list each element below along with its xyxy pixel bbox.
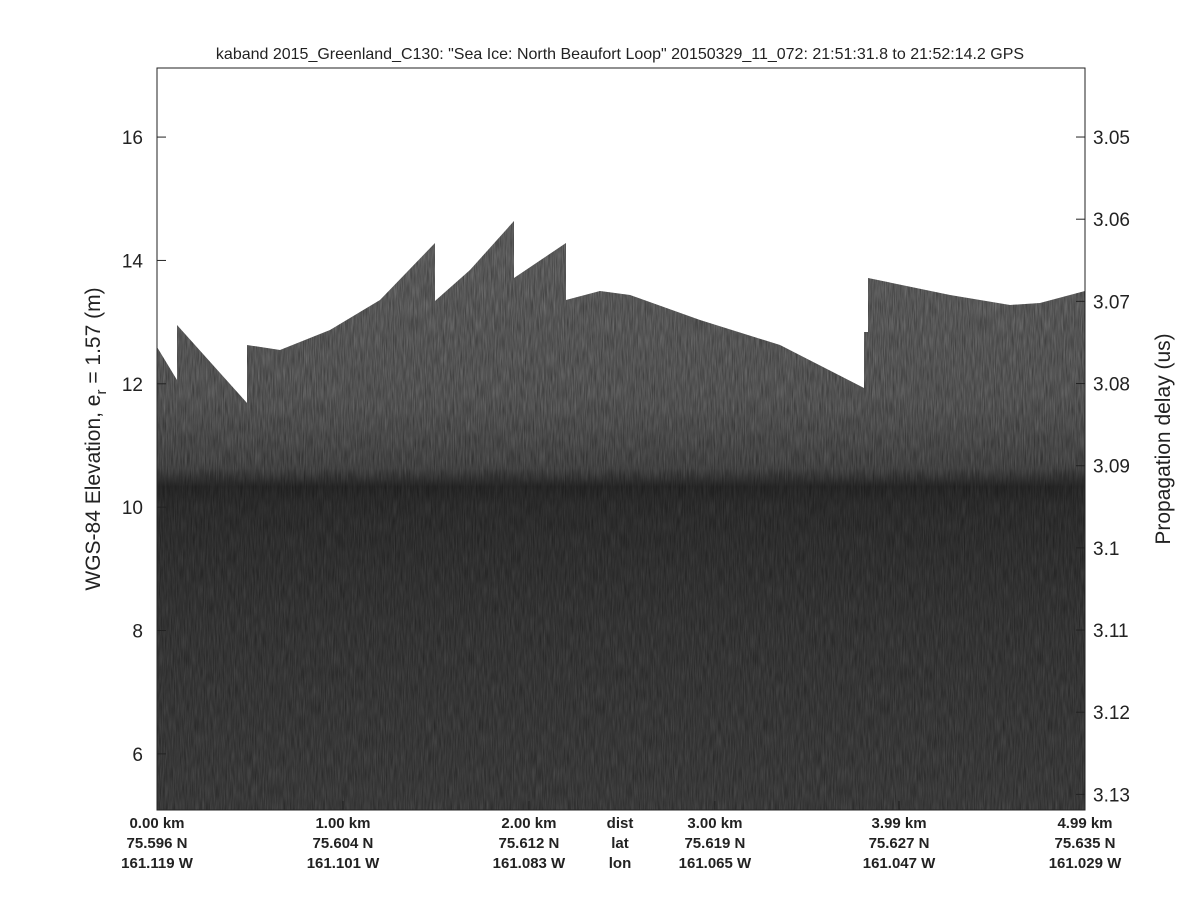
y-label-main: WGS-84 Elevation, e xyxy=(82,395,105,591)
x-tick-lon: 161.047 W xyxy=(863,855,936,872)
x-tick-lat: 75.604 N xyxy=(313,835,374,852)
chart-title: kaband 2015_Greenland_C130: "Sea Ice: No… xyxy=(216,46,1024,63)
x-tick-lat: 75.635 N xyxy=(1055,835,1116,852)
x-tick-label: 3.00 km xyxy=(687,815,742,832)
x-row-label: lon xyxy=(609,855,632,872)
y2-tick-label: 3.07 xyxy=(1093,292,1130,313)
y-label-rest: = 1.57 (m) xyxy=(82,287,105,389)
x-tick-lon: 161.083 W xyxy=(493,855,566,872)
x-row-label: lat xyxy=(611,835,629,852)
axes-box xyxy=(156,67,1086,811)
y-tick-label: 8 xyxy=(132,622,143,643)
y2-tick-label: 3.05 xyxy=(1093,128,1130,149)
y2-axis-label: Propagation delay (us) xyxy=(1152,333,1175,544)
y2-tick-label: 3.06 xyxy=(1093,210,1130,231)
x-tick-label: 1.00 km xyxy=(315,815,370,832)
x-tick-label: 0.00 km xyxy=(129,815,184,832)
x-tick-label: 4.99 km xyxy=(1057,815,1112,832)
y-axis-label: WGS-84 Elevation, er = 1.57 (m) xyxy=(82,287,110,590)
x-tick-lon: 161.029 W xyxy=(1049,855,1122,872)
y-tick-label: 14 xyxy=(122,251,144,272)
x-tick-lon: 161.101 W xyxy=(307,855,380,872)
y-tick-label: 12 xyxy=(122,375,143,396)
x-tick-lat: 75.612 N xyxy=(498,835,559,852)
x-row-label: dist xyxy=(607,815,634,832)
x-tick-lat: 75.596 N xyxy=(127,835,188,852)
y-label-sub: r xyxy=(93,390,110,395)
y2-tick-label: 3.08 xyxy=(1093,375,1130,396)
x-tick-lon: 161.119 W xyxy=(121,855,194,872)
y2-tick-label: 3.12 xyxy=(1093,703,1130,724)
y-tick-label: 10 xyxy=(122,498,143,519)
y-tick-label: 6 xyxy=(132,745,143,766)
y2-tick-label: 3.09 xyxy=(1093,457,1130,478)
x-tick-lat: 75.627 N xyxy=(869,835,930,852)
y2-tick-label: 3.1 xyxy=(1093,539,1119,560)
y-tick-label: 16 xyxy=(122,128,143,149)
x-tick-label: 3.99 km xyxy=(872,815,927,832)
x-tick-lat: 75.619 N xyxy=(684,835,745,852)
y2-tick-label: 3.13 xyxy=(1093,785,1130,806)
x-tick-lon: 161.065 W xyxy=(679,855,752,872)
y2-tick-label: 3.11 xyxy=(1093,621,1129,642)
echogram-image xyxy=(157,221,1085,810)
echogram-noise xyxy=(157,221,1085,810)
x-tick-label: 2.00 km xyxy=(501,815,556,832)
